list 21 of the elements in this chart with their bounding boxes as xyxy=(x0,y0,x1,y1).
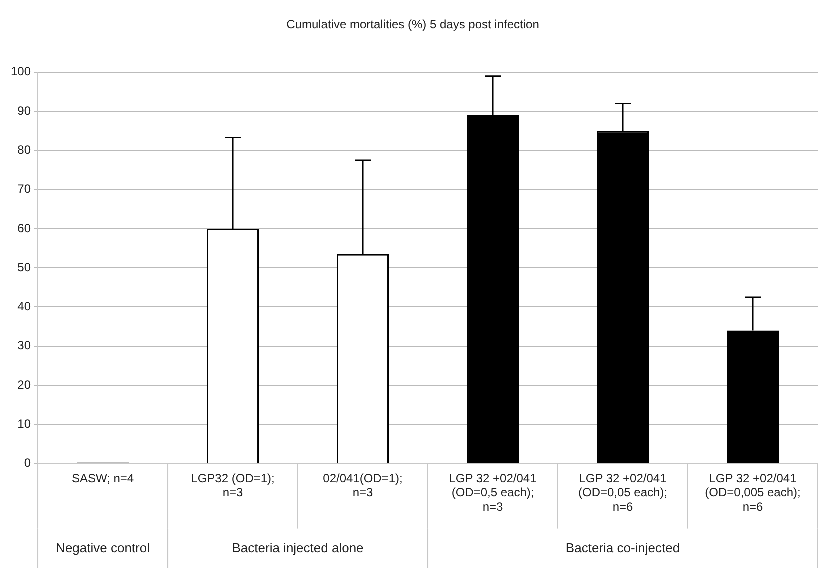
x-tick-label: LGP 32 +02/041 (OD=0,005 each); n=6 xyxy=(705,471,801,514)
chart-title: Cumulative mortalities (%) 5 days post infection xyxy=(286,18,540,32)
x-tick-label: 02/041(OD=1); n=3 xyxy=(323,471,403,500)
y-tick-label: 40 xyxy=(18,300,32,314)
y-tick-label: 80 xyxy=(18,142,32,157)
y-tick-label: 90 xyxy=(18,104,32,118)
x-tick-label: LGP32 (OD=1); n=3 xyxy=(191,471,275,500)
y-tick-label: 20 xyxy=(18,378,32,392)
y-tick-label: 100 xyxy=(10,64,32,79)
y-tick-label: 0 xyxy=(24,456,32,470)
x-tick-label: LGP 32 +02/041 (OD=0,5 each); n=3 xyxy=(449,471,538,514)
y-tick-label: 30 xyxy=(18,338,32,353)
x-tick-label: LGP 32 +02/041 (OD=0,05 each); n=6 xyxy=(578,471,668,514)
y-tick-label: 70 xyxy=(18,182,32,196)
text: Bacteria co-injected xyxy=(566,540,680,556)
y-tick-label: 60 xyxy=(18,221,32,236)
text: Bacteria injected alone xyxy=(232,540,364,556)
text: Negative control xyxy=(56,540,150,556)
y-tick-label: 10 xyxy=(18,416,32,431)
x-tick-label: SASW; n=4 xyxy=(72,471,134,486)
y-tick-label: 50 xyxy=(18,260,32,274)
